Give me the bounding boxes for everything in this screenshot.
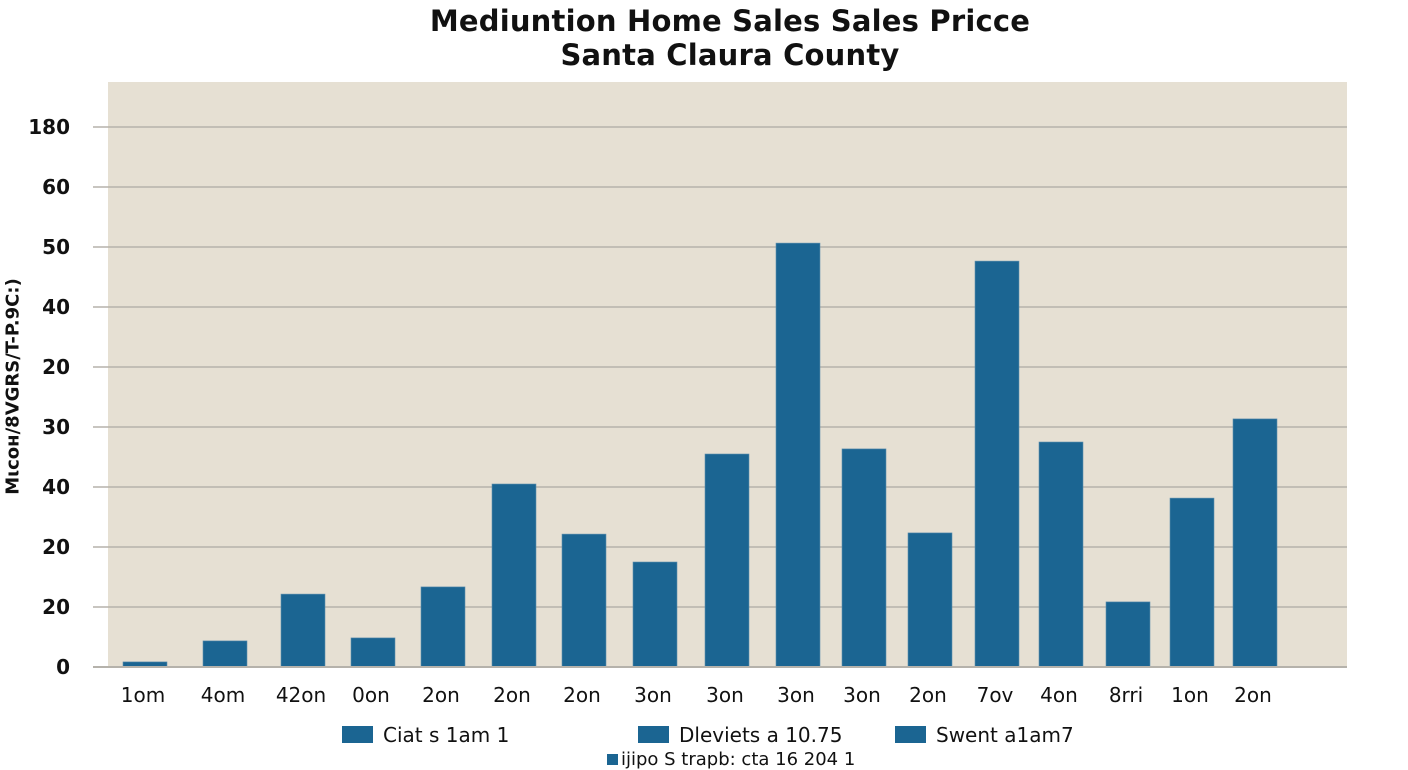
bar-12 [907, 532, 953, 668]
bar-11 [841, 448, 887, 668]
y-tick-label: 40 [42, 295, 70, 319]
bar-2 [202, 640, 248, 668]
bar-3 [280, 593, 326, 668]
bar-13 [974, 260, 1020, 668]
x-tick-label: 3on [706, 683, 744, 707]
x-tick-label: 1om [121, 683, 165, 707]
legend-swatch-1 [342, 726, 373, 743]
x-tick-label: 3on [634, 683, 672, 707]
x-tick-label: 3on [777, 683, 815, 707]
legend-label-2: Dleviets a 10.75 [679, 723, 843, 747]
bar-8 [632, 561, 678, 668]
bar-6 [491, 483, 537, 668]
y-tick-labels: 0 20 20 40 30 20 40 50 60 180 [28, 115, 70, 679]
x-tick-label: 2on [909, 683, 947, 707]
x-tick-label: 2on [1234, 683, 1272, 707]
y-tick-label: 20 [42, 535, 70, 559]
y-tick-label: 20 [42, 595, 70, 619]
x-tick-label: 2on [563, 683, 601, 707]
legend-item-1: Ciat s 1am 1 [342, 723, 509, 747]
legend-swatch-2 [638, 726, 669, 743]
bar-14 [1038, 441, 1084, 668]
legend-swatch-4 [607, 754, 618, 765]
x-tick-label: 0on [352, 683, 390, 707]
y-tick-label: 20 [42, 355, 70, 379]
x-tick-label: 4on [1040, 683, 1078, 707]
bar-4 [350, 637, 396, 668]
y-tick-label: 50 [42, 235, 70, 259]
x-tick-label: 7ov [977, 683, 1014, 707]
legend-swatch-3 [895, 726, 926, 743]
bar-17 [1232, 418, 1278, 668]
y-tick-label: 180 [28, 115, 70, 139]
y-tick-label: 30 [42, 415, 70, 439]
bars [122, 242, 1278, 668]
legend-item-2: Dleviets a 10.75 [638, 723, 842, 747]
legend-label-4: ijipo S trapb: cta 16 204 1 [621, 749, 856, 770]
bar-16 [1169, 497, 1215, 668]
bar-7 [561, 533, 607, 668]
bar-5 [420, 586, 466, 668]
y-tick-label: 0 [56, 655, 70, 679]
bar-10 [775, 242, 821, 668]
x-tick-label: 2on [493, 683, 531, 707]
bar-9 [704, 453, 750, 668]
x-tick-label: 8rri [1109, 683, 1143, 707]
legend-item-3: Swent a1am7 [895, 723, 1074, 747]
x-tick-labels: 1om 4om 42on 0on 2on 2on 2on 3on 3on 3on 3on 2on 7ov… [121, 683, 1272, 707]
x-tick-label: 42on [276, 683, 326, 707]
x-tick-label: 1on [1171, 683, 1209, 707]
y-axis-label: Mιcoн/8VGRS/T-P.9C:) [2, 278, 24, 495]
chart-title: Mediuntion Home Sales Sales Pricce [429, 4, 1031, 38]
x-tick-label: 3on [843, 683, 881, 707]
x-tick-label: 4om [201, 683, 245, 707]
legend-label-1: Ciat s 1am 1 [383, 723, 510, 747]
chart-subtitle: Santa Claura County [560, 38, 900, 72]
x-tick-label: 2on [422, 683, 460, 707]
y-tick-label: 60 [42, 175, 70, 199]
y-tick-label: 40 [42, 475, 70, 499]
legend-label-3: Swent a1am7 [936, 723, 1074, 747]
bar-15 [1105, 601, 1151, 668]
legend-item-4: ijipo S trapb: cta 16 204 1 [607, 749, 855, 770]
